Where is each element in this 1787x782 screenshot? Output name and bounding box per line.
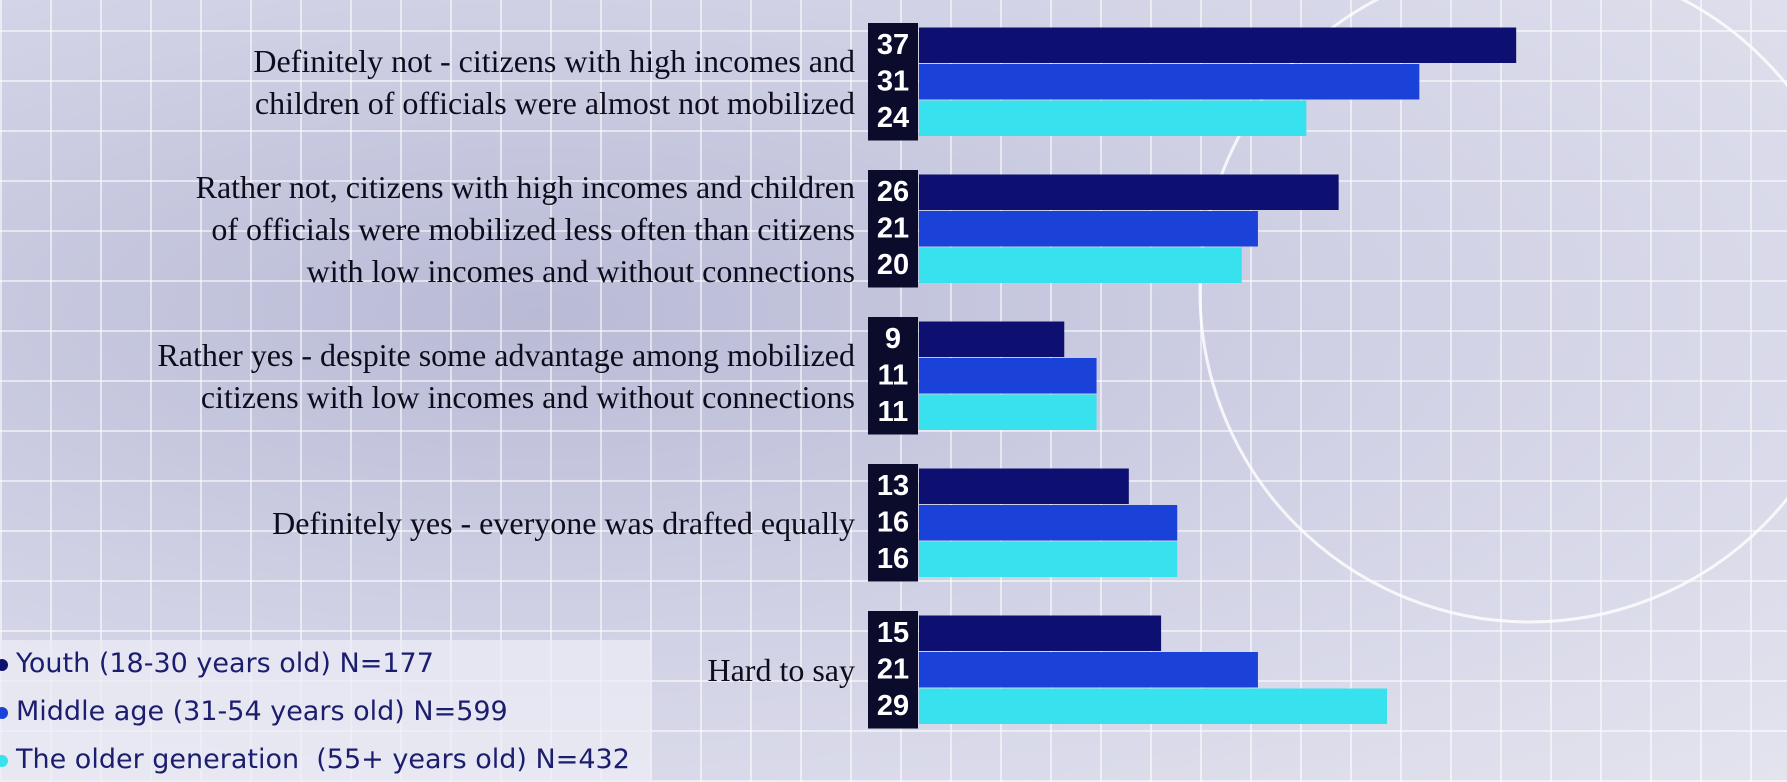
decor-circle [1198,0,1787,624]
category-label: Definitely not - citizens with high inco… [253,42,855,121]
bar [919,358,1097,394]
bar [919,211,1258,247]
value-box [868,23,918,141]
value-label: 37 [877,29,909,61]
value-label: 13 [877,470,909,502]
value-box [868,317,918,435]
bar [919,27,1517,63]
value-box [868,464,918,582]
value-label: 21 [877,653,909,685]
value-label: 29 [877,690,909,722]
bar [919,541,1178,577]
value-label: 9 [885,323,901,355]
value-label: 21 [877,212,909,244]
category-label: Hard to say [707,651,855,688]
bar [919,652,1258,688]
bar [919,64,1420,100]
bar [919,688,1388,724]
legend-label: The older generation (55+ years old) N=4… [16,744,630,775]
value-label: 20 [877,249,909,281]
bar [919,468,1129,504]
category-label: Rather not, citizens with high incomes a… [195,168,855,289]
bar [919,100,1307,136]
value-box [868,611,918,729]
value-box [868,170,918,288]
legend-label: Middle age (31-54 years old) N=599 [16,696,508,727]
value-label: 31 [877,65,909,97]
legend: Youth (18-30 years old) N=177 Middle age … [0,640,652,782]
bar [919,174,1339,210]
legend-item: Middle age (31-54 years old) N=599 [0,696,508,727]
value-label: 16 [877,543,909,575]
value-label: 16 [877,506,909,538]
value-label: 11 [878,359,909,391]
legend-item: Youth (18-30 years old) N=177 [0,648,434,679]
value-label: 24 [877,102,909,134]
bar [919,247,1242,283]
legend-marker [0,658,8,671]
category-label: Rather yes - despite some advantage amon… [157,336,855,415]
legend-marker [0,754,8,767]
value-label: 15 [877,617,909,649]
legend-marker [0,706,8,719]
value-label: 11 [878,396,909,428]
bar [919,615,1162,651]
category-label: Definitely yes - everyone was drafted eq… [272,504,855,541]
legend-item: The older generation (55+ years old) N=4… [0,744,630,775]
value-label: 26 [877,176,909,208]
bar [919,505,1178,541]
legend-label: Youth (18-30 years old) N=177 [16,648,434,679]
bar [919,321,1065,357]
bar [919,394,1097,430]
